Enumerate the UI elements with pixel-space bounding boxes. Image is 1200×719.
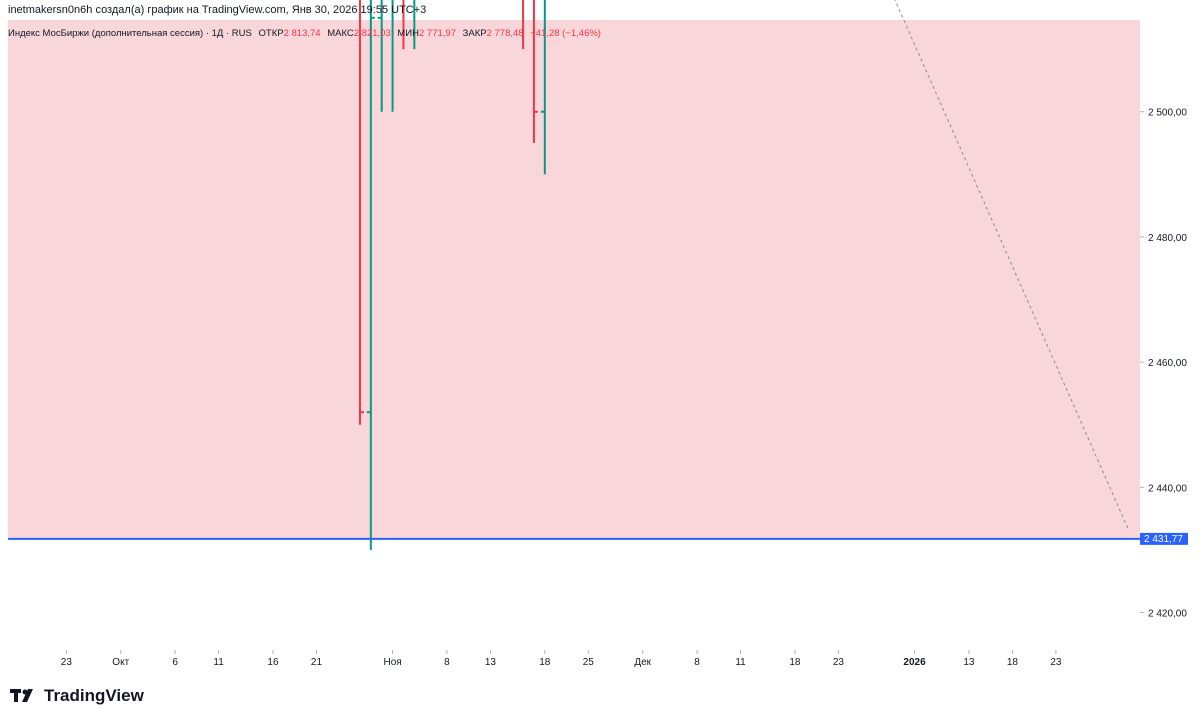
ohlc-bar-47 [522,0,525,50]
ohlc-bar-48 [532,0,538,144]
price-tags-layer: 2 778,4803:54:322 767,622 431,77 [1140,532,1188,545]
time-tick-label: 18 [539,657,551,668]
time-tick-label: 8 [694,657,700,668]
price-tick-label: 2 420,00 [1148,609,1187,620]
credit-text: inetmakersn0n6h создал(а) график на Trad… [8,4,427,16]
time-tick-label: 23 [833,657,845,668]
chart-header: inetmakersn0n6h создал(а) график на Trad… [8,4,601,39]
legend-low-label: МИН [397,28,419,39]
legend-open-label: ОТКР [258,28,284,39]
time-tick-label: Окт [112,657,129,668]
time-axis[interactable]: 23 Окт 6 11 16 21 Ноя 8 13 18 25 Дек 8 11 18 23 2026 13 18… [61,650,1062,668]
legend-low-value: 2 771,97 [419,28,456,39]
ohlc-bar-49 [540,0,546,175]
time-tick-label: 18 [1007,657,1019,668]
legend-high-label: МАКС [327,28,354,39]
time-tick-label: 25 [583,657,595,668]
zone-band-5 [8,20,1140,539]
price-tick-label: 2 460,00 [1148,358,1187,369]
ohlc-bar-35 [391,0,394,112]
bars-layer [358,0,546,550]
legend-close-value: 2 778,48 [486,28,524,39]
footer-logo[interactable]: TradingView [10,686,144,706]
levels-layer [8,537,1140,540]
support-level-tag-text: 2 431,77 [1144,534,1183,545]
legend-open-value: 2 813,74 [283,28,321,39]
ohlc-bar-32 [358,0,364,425]
ohlc-bar-34 [377,0,383,112]
price-axis-bg [1140,0,1200,675]
time-tick-label: 11 [735,657,746,668]
time-tick-label: Дек [634,657,651,668]
time-tick-label: 23 [1050,657,1062,668]
tradingview-logo-icon [10,689,33,702]
time-tick-label: 13 [485,657,497,668]
price-axis[interactable]: 2 880,002 860,002 840,002 820,002 800,00… [1140,0,1200,719]
brand-name: TradingView [44,686,144,705]
price-tick-label: 2 440,00 [1148,483,1187,494]
legend-line: Индекс МосБиржи (дополнительная сессия) … [8,28,601,39]
price-tick-label: 2 480,00 [1148,233,1187,244]
time-tick-label: 11 [213,657,224,668]
support-level-tag: 2 431,77 [1140,532,1188,545]
time-tick-label: 21 [311,657,323,668]
time-tick-label: 6 [172,657,178,668]
time-tick-label: 2026 [903,657,926,668]
time-tick-label: 8 [444,657,450,668]
support-level-tag-bg [1140,532,1188,545]
time-tick-label: 16 [267,657,279,668]
price-tick-label: 2 500,00 [1148,108,1187,119]
time-tick-label: Ноя [383,657,401,668]
time-tick-label: 18 [789,657,801,668]
ohlc-bar-33 [366,0,375,550]
legend-symbol[interactable]: Индекс МосБиржи (дополнительная сессия) … [8,28,252,39]
time-tick-label: 23 [61,657,73,668]
legend-change: −41,28 (−1,46%) [530,28,601,39]
time-tick-label: 13 [963,657,975,668]
zones-layer [8,20,1140,539]
legend-close-label: ЗАКР [462,28,487,39]
legend-high-value: 2 821,03 [353,28,391,39]
